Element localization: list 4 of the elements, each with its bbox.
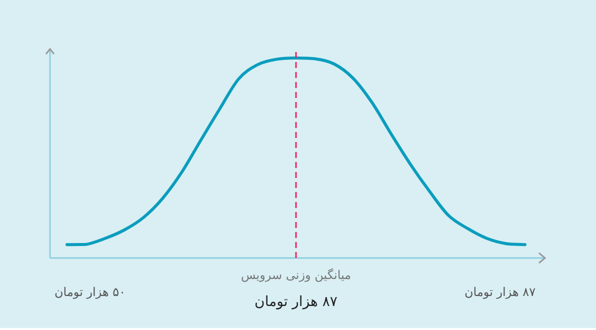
text: ۸۷ هزار تومان xyxy=(464,285,536,299)
text: میانگین وزنی سرویس xyxy=(240,268,352,282)
text: ۵۰ هزار تومان xyxy=(54,285,126,299)
text: ۸۷ هزار تومان xyxy=(254,294,338,310)
